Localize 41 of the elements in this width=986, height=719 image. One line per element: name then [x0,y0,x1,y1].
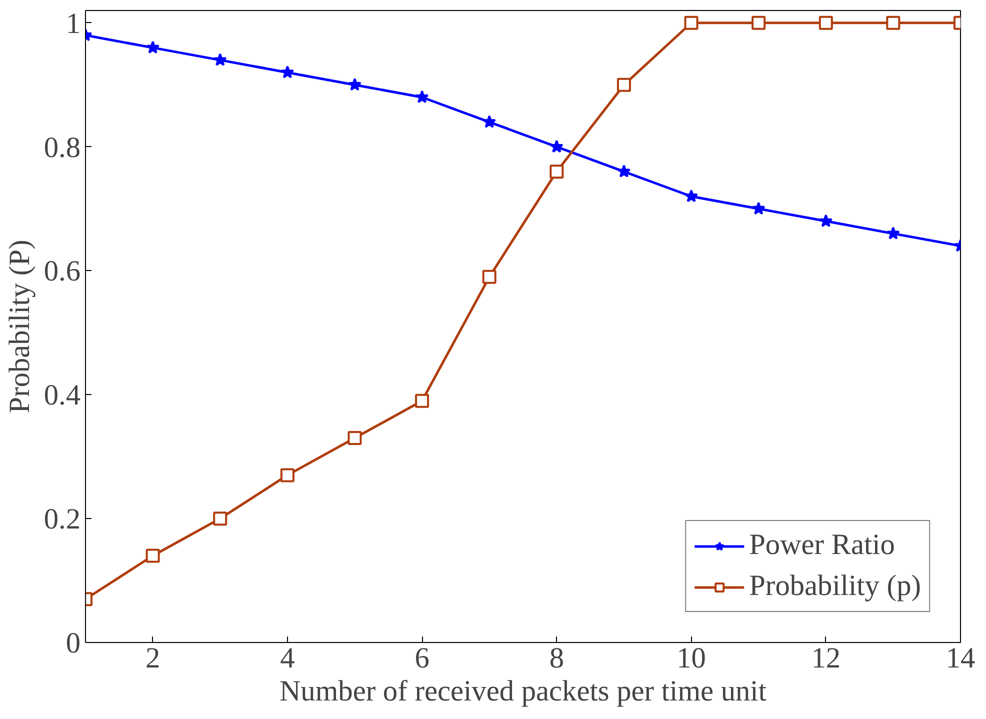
point [752,16,766,30]
x-tick-label: 6 [414,642,430,674]
x-tick-label: 8 [549,642,564,674]
x-tick-label: 2 [145,642,160,674]
point [550,140,564,153]
point [482,115,496,128]
point [818,16,833,30]
x-tick-label: 12 [811,642,841,674]
point [213,53,227,66]
point [482,270,496,284]
x-tick-label: 14 [946,642,976,674]
x-axis-title: Number of received packets per time unit [280,676,766,708]
point [415,394,430,408]
point [752,202,766,215]
y-tick-label: 0.6 [44,256,81,288]
y-tick-label: 0.2 [44,504,81,536]
point [819,214,833,228]
y-tick-label: 0 [66,628,81,660]
point [348,78,362,91]
point [684,189,698,202]
y-tick-label: 0.8 [44,132,81,164]
point [280,468,294,482]
y-tick-label: 0.4 [44,380,81,412]
point [616,78,631,92]
point [550,164,564,179]
legend-label: Power Ratio [749,529,895,562]
point [146,40,160,54]
x-tick-label: 4 [280,642,296,674]
point [617,164,631,178]
point [213,512,228,526]
point [886,226,900,240]
x-tick-label: 10 [676,642,706,674]
point [146,548,160,563]
point [886,16,900,30]
y-tick-label: 1 [66,8,81,40]
y-axis-title: Probability (P) [4,240,36,414]
point [280,65,294,78]
legend-label: Probability (p) [749,570,921,603]
point [415,90,429,104]
point [348,431,362,446]
point [684,16,698,30]
